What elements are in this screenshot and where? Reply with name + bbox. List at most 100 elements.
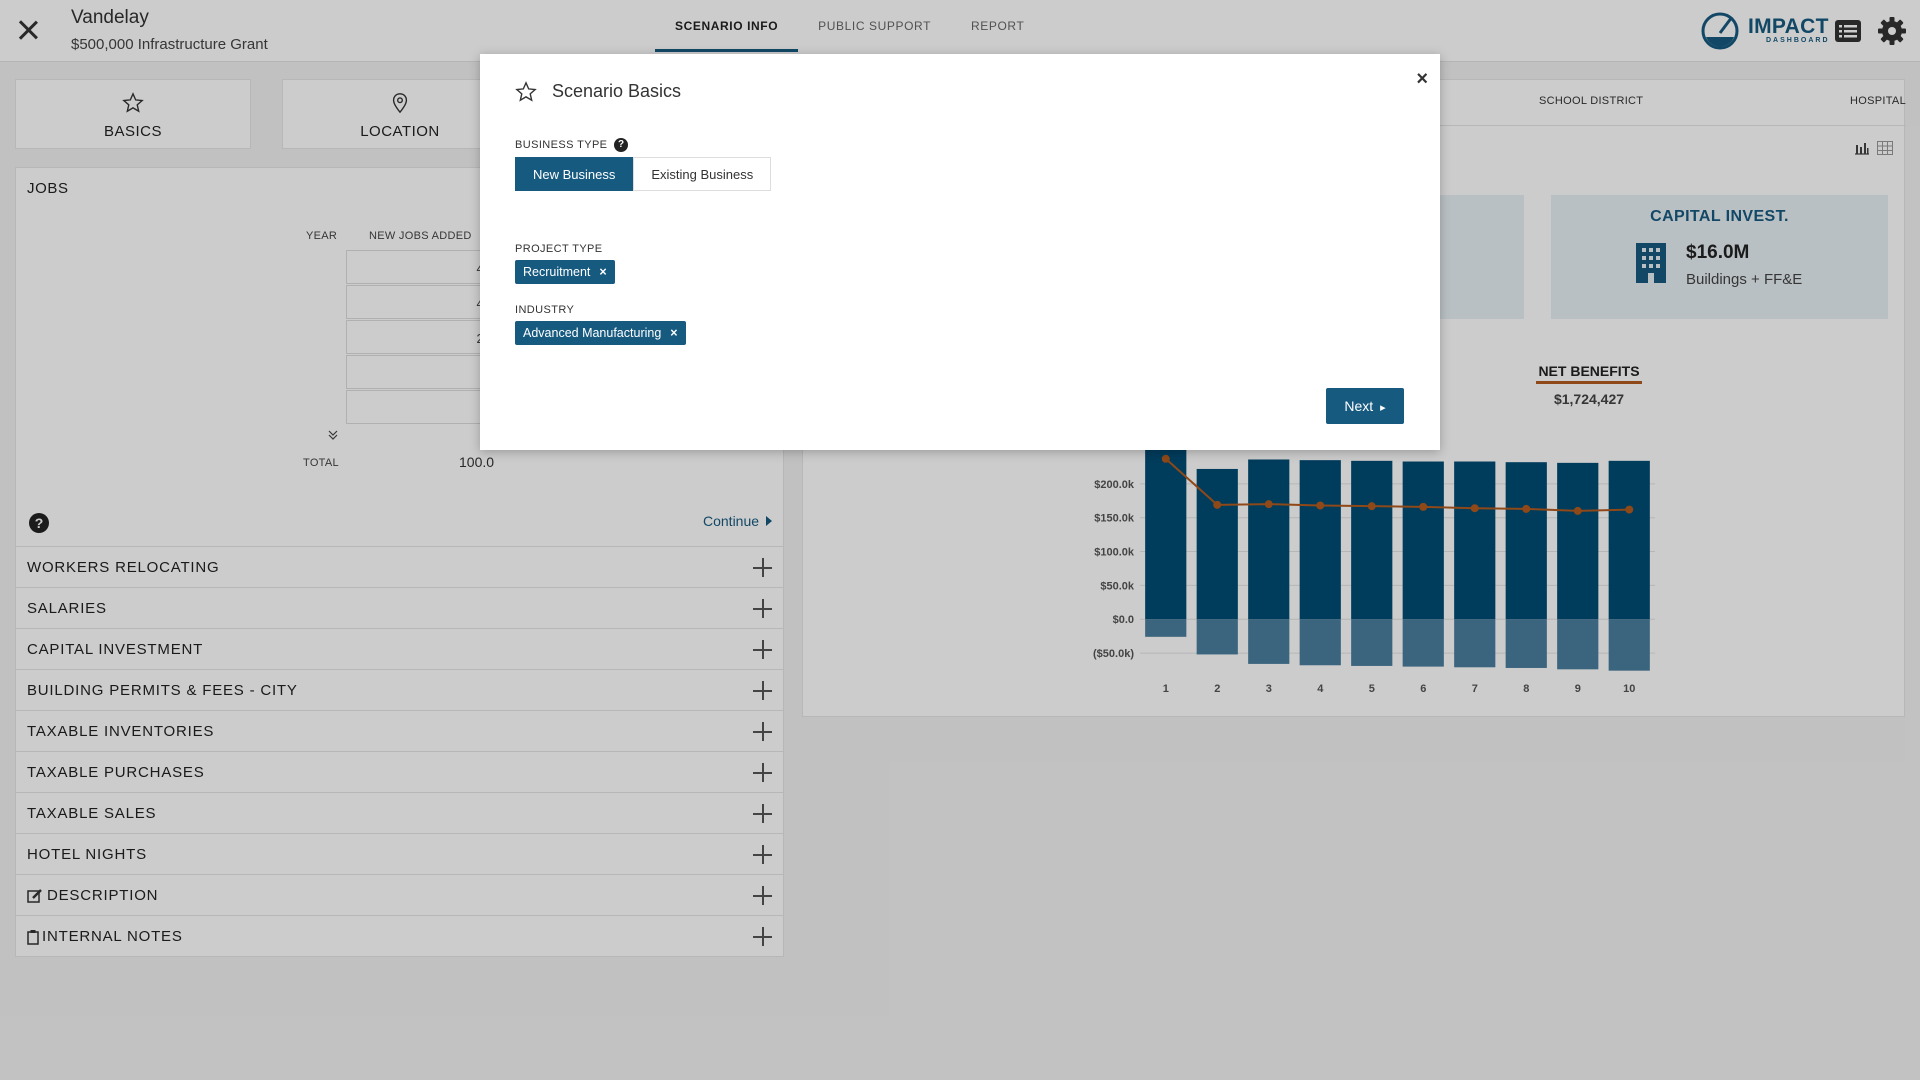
bar-positive — [1196, 468, 1238, 620]
x-tick-label: 6 — [1420, 683, 1426, 695]
line-point — [1522, 504, 1531, 513]
table-view-icon[interactable] — [1877, 141, 1893, 155]
tab-public-support[interactable]: PUBLIC SUPPORT — [818, 19, 932, 33]
modal-title: Scenario Basics — [552, 81, 682, 101]
expand-rows-icon[interactable] — [328, 430, 338, 440]
line-point — [1470, 504, 1479, 513]
line-point — [1573, 506, 1582, 515]
accordion-taxable-sales[interactable]: TAXABLE SALES — [15, 793, 784, 834]
gear-icon[interactable] — [1877, 16, 1907, 46]
plus-icon[interactable] — [753, 927, 772, 946]
tab-hospital[interactable]: HOSPITAL — [1850, 95, 1906, 107]
help-icon[interactable]: ? — [29, 513, 49, 533]
scenario-basics-modal: × Scenario Basics BUSINESS TYPE ? New Bu… — [480, 54, 1440, 450]
plus-icon[interactable] — [753, 722, 772, 741]
logo-subtext: DASHBOARD — [1766, 37, 1830, 44]
bar-positive — [1402, 461, 1444, 620]
accordion-taxable-inventories[interactable]: TAXABLE INVENTORIES — [15, 711, 784, 752]
logo-text: IMPACT — [1748, 15, 1829, 38]
capital-investment-value: $16.0M — [1686, 242, 1750, 263]
industry-label: INDUSTRY — [515, 304, 575, 316]
continue-link[interactable]: Continue — [703, 513, 773, 529]
tab-location[interactable]: LOCATION — [282, 79, 518, 149]
accordion-capital-investment[interactable]: CAPITAL INVESTMENT — [15, 629, 784, 670]
jobs-input[interactable]: 40 — [346, 285, 496, 319]
bar-positive — [1454, 461, 1496, 620]
remove-tag-icon[interactable]: × — [599, 265, 607, 279]
bar-negative — [1248, 619, 1290, 664]
accordion-salaries[interactable]: SALARIES — [15, 588, 784, 629]
tab-basics-label: BASICS — [103, 123, 163, 140]
accordion-label: CAPITAL INVESTMENT — [27, 641, 204, 658]
total-label: TOTAL — [303, 457, 339, 469]
tab-school-district[interactable]: SCHOOL DISTRICT — [1539, 95, 1644, 107]
accordion-label: TAXABLE PURCHASES — [27, 764, 205, 781]
building-icon — [1636, 243, 1666, 283]
y-tick-label: ($50.0k) — [1093, 648, 1134, 660]
plus-icon[interactable] — [753, 681, 772, 700]
clipboard-icon — [27, 930, 39, 945]
x-tick-label: 9 — [1575, 683, 1581, 695]
accordion-taxable-purchases[interactable]: TAXABLE PURCHASES — [15, 752, 784, 793]
accordion-internal-notes[interactable]: INTERNAL NOTES — [15, 916, 784, 957]
accordion-label: WORKERS RELOCATING — [27, 559, 220, 576]
gauge-logo-icon — [1701, 12, 1739, 50]
jobs-input[interactable]: 0 — [346, 355, 496, 389]
bar-positive — [1299, 460, 1341, 620]
line-point — [1316, 501, 1325, 510]
benefits-chart: $200.0k $150.0k $100.0k $50.0k $0.0 ($50.0k) 1… — [1093, 450, 1655, 695]
plus-icon[interactable] — [753, 640, 772, 659]
top-tabs: SCENARIO INFO PUBLIC SUPPORT REPORT — [655, 0, 1044, 52]
plus-icon[interactable] — [753, 599, 772, 618]
jobs-input[interactable]: 20 — [346, 320, 496, 354]
accordion-hotel-nights[interactable]: HOTEL NIGHTS — [15, 834, 784, 875]
project-type-tag[interactable]: Recruitment × — [515, 260, 615, 284]
accordion-description[interactable]: DESCRIPTION — [15, 875, 784, 916]
accordion-label: DESCRIPTION — [47, 887, 159, 904]
bar-positive — [1557, 462, 1599, 620]
accordion-label: TAXABLE SALES — [27, 805, 157, 822]
star-icon — [515, 81, 537, 102]
accordion-building-permits[interactable]: BUILDING PERMITS & FEES - CITY — [15, 670, 784, 711]
plus-icon[interactable] — [753, 558, 772, 577]
x-tick-label: 5 — [1369, 683, 1375, 695]
plus-icon[interactable] — [753, 845, 772, 864]
accordion-label: SALARIES — [27, 600, 107, 617]
bar-chart-icon[interactable] — [1854, 141, 1870, 155]
tab-location-label: LOCATION — [360, 123, 440, 140]
x-tick-label: 8 — [1523, 683, 1529, 695]
line-point — [1367, 502, 1376, 511]
plus-icon[interactable] — [753, 804, 772, 823]
jobs-title: JOBS — [27, 180, 69, 197]
remove-tag-icon[interactable]: × — [670, 326, 678, 340]
jobs-input[interactable]: 0 — [346, 390, 496, 424]
tab-report[interactable]: REPORT — [971, 19, 1025, 33]
accordion-workers-relocating[interactable]: WORKERS RELOCATING — [15, 547, 784, 588]
accordion-label: TAXABLE INVENTORIES — [27, 723, 215, 740]
tab-basics[interactable]: BASICS — [15, 79, 251, 149]
help-icon[interactable]: ? — [614, 138, 628, 152]
edit-icon — [27, 889, 42, 903]
new-business-option[interactable]: New Business — [515, 157, 634, 191]
capital-investment-kpi: CAPITAL INVEST. $16.0M Buildings + FF&E — [1551, 195, 1888, 319]
bar-negative — [1454, 619, 1496, 668]
y-tick-label: $200.0k — [1094, 479, 1135, 491]
total-value: 100.0 — [459, 454, 495, 470]
line-point — [1419, 502, 1428, 511]
list-view-icon[interactable] — [1833, 16, 1863, 46]
next-button[interactable]: Next ▸ — [1326, 388, 1404, 424]
plus-icon[interactable] — [753, 886, 772, 905]
star-icon — [122, 92, 144, 113]
caret-right-icon — [765, 516, 772, 526]
top-bar: Vandelay $500,000 Infrastructure Grant S… — [0, 0, 1920, 62]
x-tick-label: 1 — [1163, 683, 1169, 695]
scenario-title: Vandelay — [71, 7, 149, 28]
tab-scenario-info[interactable]: SCENARIO INFO — [655, 0, 799, 52]
modal-close-button[interactable]: × — [1416, 68, 1428, 90]
industry-tag[interactable]: Advanced Manufacturing × — [515, 321, 686, 345]
existing-business-option[interactable]: Existing Business — [633, 157, 772, 191]
line-point — [1625, 505, 1634, 514]
plus-icon[interactable] — [753, 763, 772, 782]
continue-label: Continue — [703, 513, 760, 529]
capital-investment-sub: Buildings + FF&E — [1686, 271, 1803, 288]
